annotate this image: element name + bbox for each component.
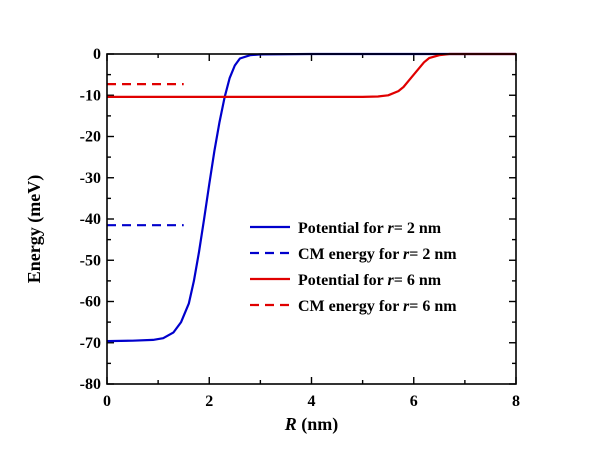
tick-labels: 0 2 4 6 8 0 -10 -20 -30 -40 -50 -60 -70 -80 <box>80 46 520 410</box>
legend-label-2: CM energy for r= 2 nm <box>298 246 457 263</box>
y-tick-label: -70 <box>80 335 101 352</box>
y-tick-label: 0 <box>93 46 101 63</box>
y-tick-label: -50 <box>80 252 101 269</box>
x-tick-label: 2 <box>205 393 213 410</box>
legend: Potential for r= 2 nm CM energy for r= 2 … <box>250 220 457 315</box>
legend-label-4: CM energy for r= 6 nm <box>298 298 457 315</box>
x-tick-label: 8 <box>512 393 520 410</box>
y-tick-label: -30 <box>80 170 101 187</box>
y-tick-label: -20 <box>80 129 101 146</box>
y-tick-label: -40 <box>80 211 101 228</box>
series-line-1 <box>106 52 516 343</box>
x-axis-title: R (nm) <box>284 414 339 435</box>
y-tick-label: -80 <box>80 376 101 393</box>
x-tick-label: 4 <box>308 393 316 410</box>
y-tick-label: -10 <box>80 87 101 104</box>
x-axis-symbol: R <box>284 414 297 434</box>
legend-label-3: Potential for r= 6 nm <box>298 272 442 289</box>
y-axis-title: Energy (meV) <box>24 175 45 283</box>
x-axis-unit: (nm) <box>297 414 339 435</box>
y-tick-label: -60 <box>80 294 101 311</box>
x-tick-label: 0 <box>103 393 111 410</box>
legend-label-1: Potential for r= 2 nm <box>298 220 442 237</box>
plot-frame <box>106 53 517 385</box>
x-tick-label: 6 <box>410 393 418 410</box>
